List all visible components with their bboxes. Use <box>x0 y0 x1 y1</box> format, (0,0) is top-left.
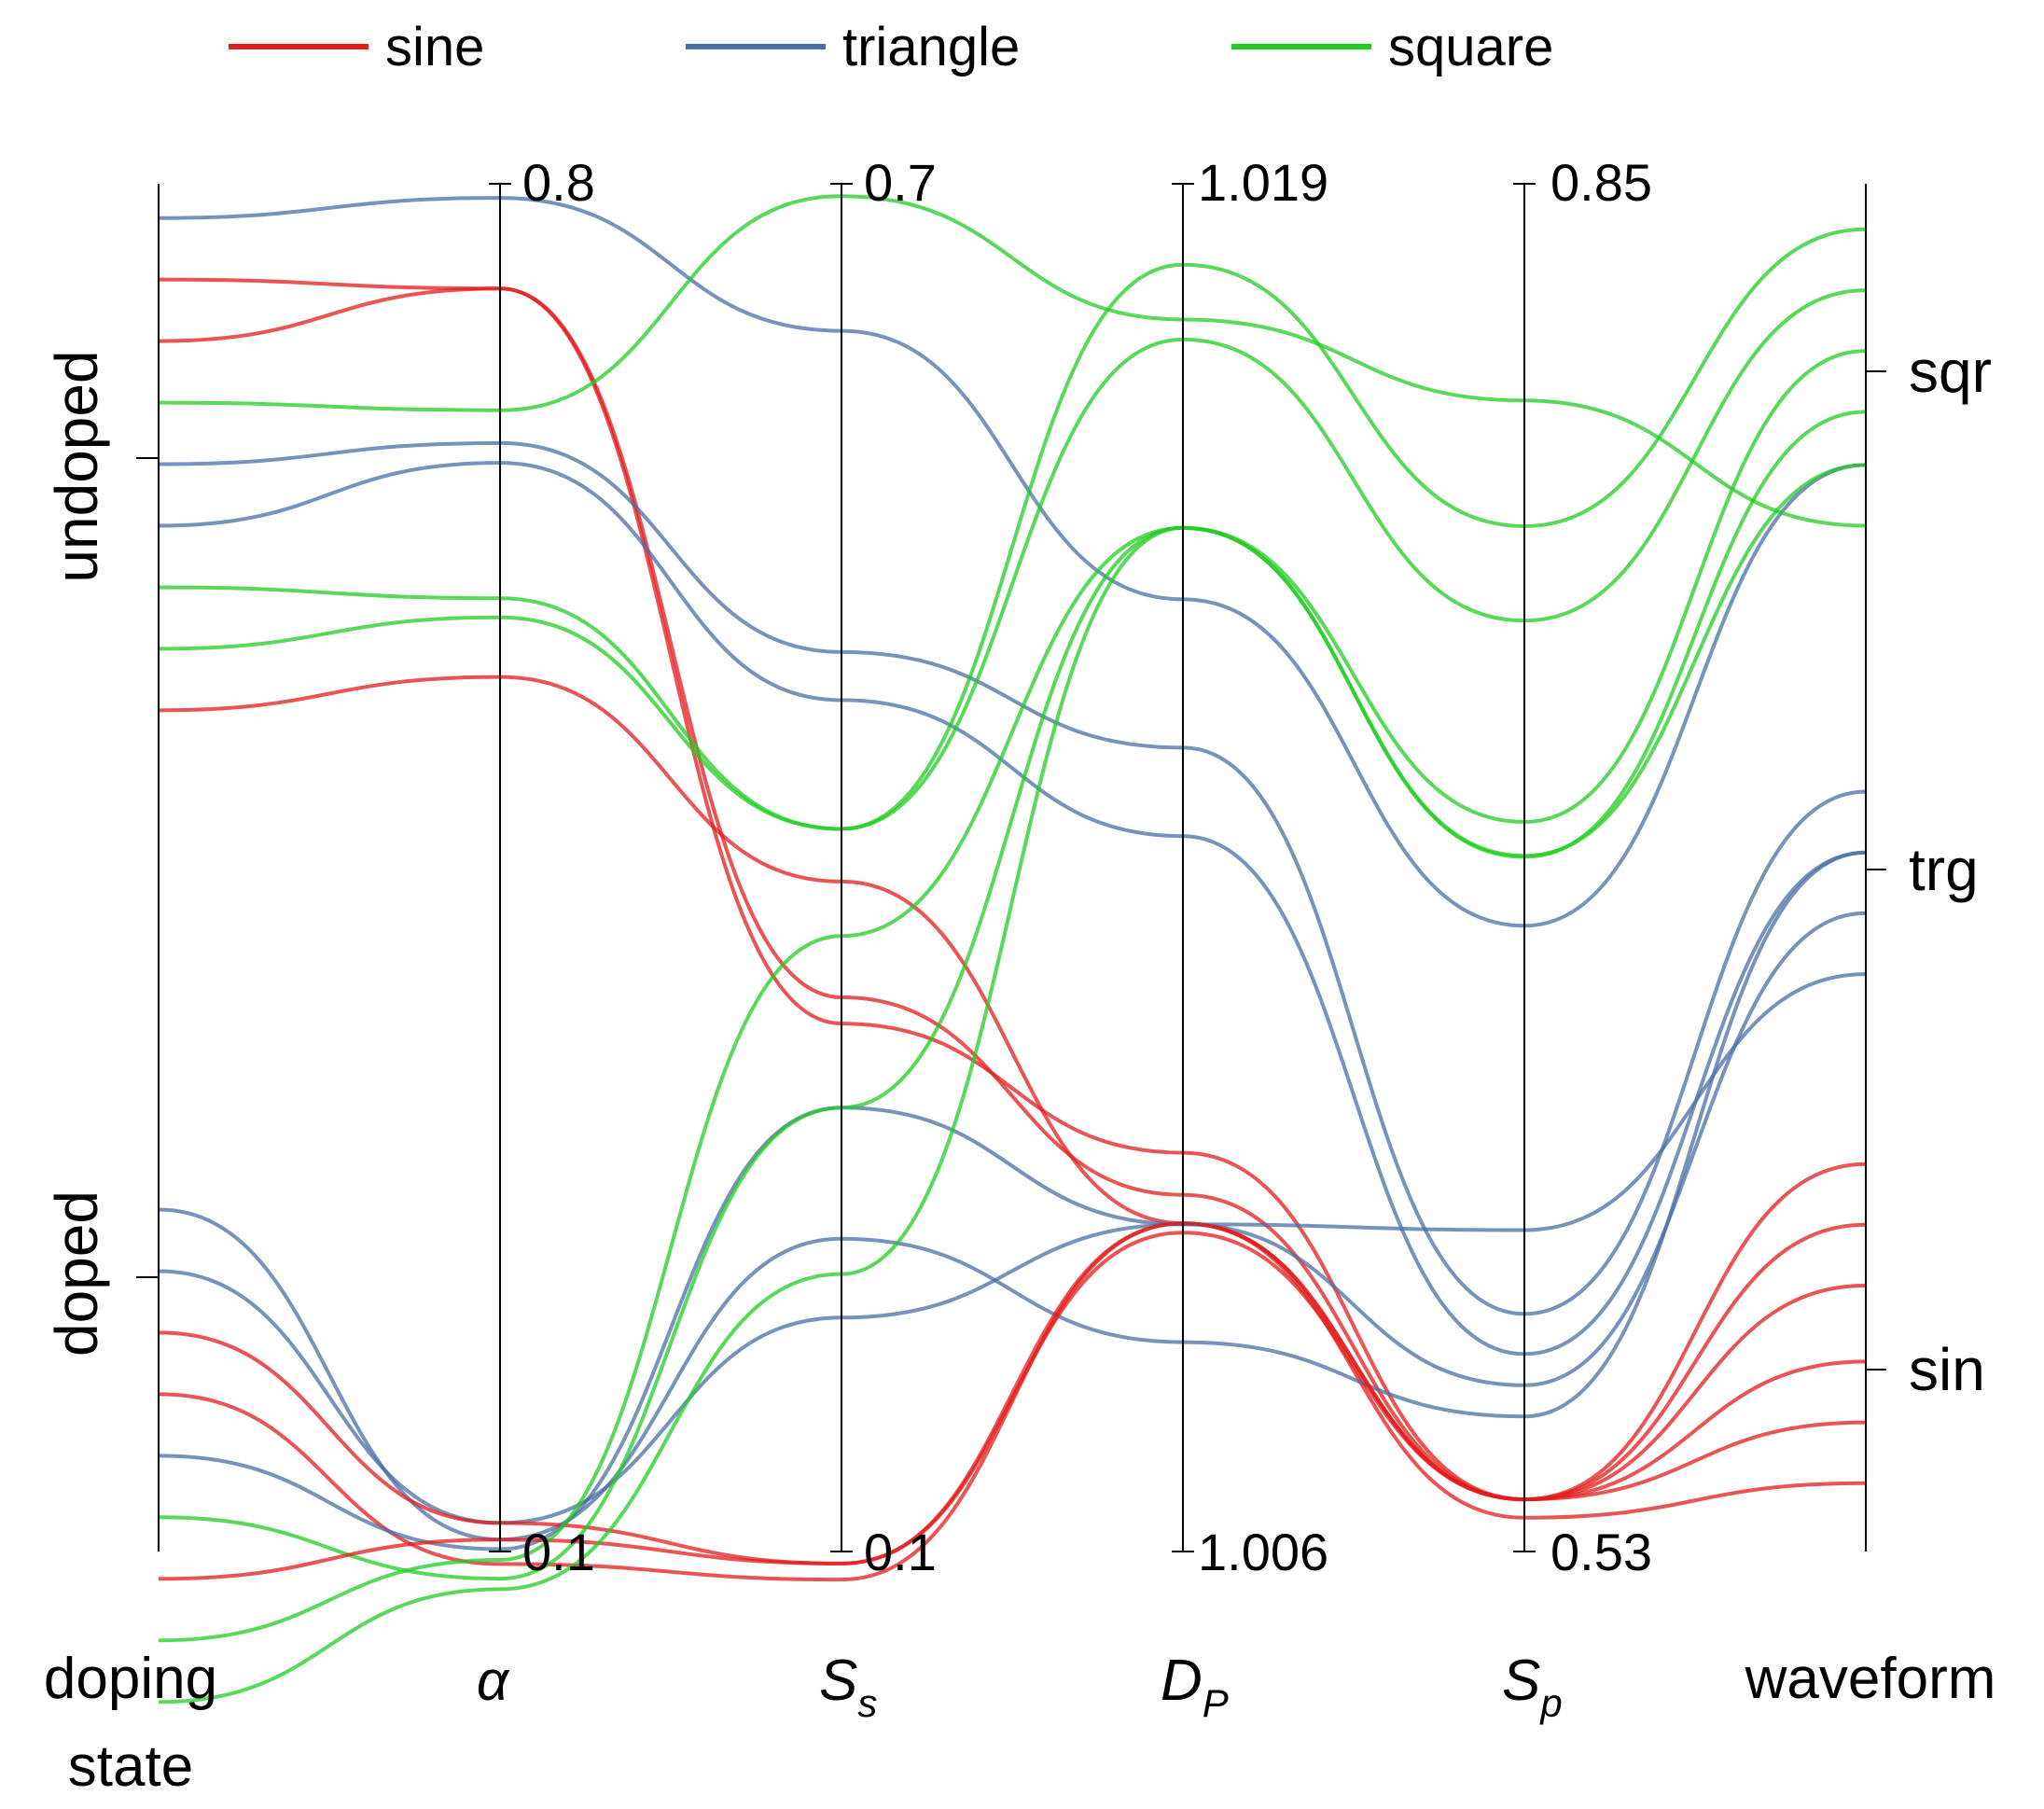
tick-label-alpha-min: 0.1 <box>522 1523 595 1581</box>
tick-label-sp-max: 0.85 <box>1550 153 1652 212</box>
tick-label-dp-min: 1.006 <box>1198 1523 1328 1581</box>
tick-label-ss-min: 0.1 <box>864 1523 937 1581</box>
series-line-square-4 <box>158 194 1867 528</box>
axes: undoped doped 0.8 0.1 0.7 0.1 1.019 1.00… <box>43 153 1992 1581</box>
category-label-sqr: sqr <box>1909 338 1992 405</box>
category-label-doped: doped <box>43 1190 110 1357</box>
dimension-label-doping-state-line2: state <box>68 1734 193 1799</box>
tick-label-ss-max: 0.7 <box>864 153 937 212</box>
series-line-triangle-11 <box>158 911 1867 1525</box>
dimension-label-sp: Sp <box>1502 1649 1563 1725</box>
dimension-label-alpha: α <box>477 1649 510 1712</box>
dimension-label-sp-sub: p <box>1538 1681 1562 1725</box>
series-line-square-7 <box>158 227 1867 831</box>
legend-item-sine[interactable]: sine <box>229 17 484 77</box>
series-layer <box>158 194 1867 1705</box>
tick-label-sp-min: 0.53 <box>1550 1523 1652 1581</box>
legend-item-square[interactable]: square <box>1231 17 1553 77</box>
series-line-square-15 <box>158 410 1867 1581</box>
tick-label-dp-max: 1.019 <box>1198 153 1328 212</box>
series-line-square-17 <box>158 349 1867 1643</box>
series-line-sine-13 <box>158 1162 1867 1582</box>
series-line-triangle-14 <box>158 972 1867 1552</box>
dimension-label-doping-state: doping <box>44 1647 217 1711</box>
series-line-sine-16 <box>158 1221 1867 1581</box>
legend-label-triangle: triangle <box>842 17 1020 77</box>
dimension-label-ss-sub: s <box>857 1681 877 1725</box>
legend: sine triangle square <box>229 17 1553 77</box>
dimension-labels: doping state α Ss DP Sp waveform <box>44 1647 1995 1799</box>
legend-label-square: square <box>1388 17 1553 77</box>
dimension-label-dp-main: D <box>1161 1649 1203 1713</box>
series-line-triangle-5 <box>158 440 1867 1316</box>
legend-item-triangle[interactable]: triangle <box>686 17 1020 77</box>
tick-label-alpha-max: 0.8 <box>522 153 595 212</box>
dimension-label-sp-main: S <box>1502 1649 1540 1713</box>
dimension-label-ss: Ss <box>819 1649 877 1725</box>
category-label-trg: trg <box>1909 836 1979 903</box>
dimension-label-dp: DP <box>1161 1649 1229 1725</box>
category-label-sin: sin <box>1909 1336 1985 1403</box>
series-line-square-8 <box>158 288 1867 831</box>
legend-label-sine: sine <box>385 17 484 77</box>
category-label-undoped: undoped <box>43 350 110 582</box>
dimension-label-ss-main: S <box>819 1649 857 1713</box>
dimension-label-dp-sub: P <box>1203 1681 1229 1725</box>
series-line-square-18 <box>158 463 1867 1705</box>
series-line-triangle-10 <box>158 850 1867 1542</box>
dimension-label-waveform: waveform <box>1745 1647 1996 1711</box>
